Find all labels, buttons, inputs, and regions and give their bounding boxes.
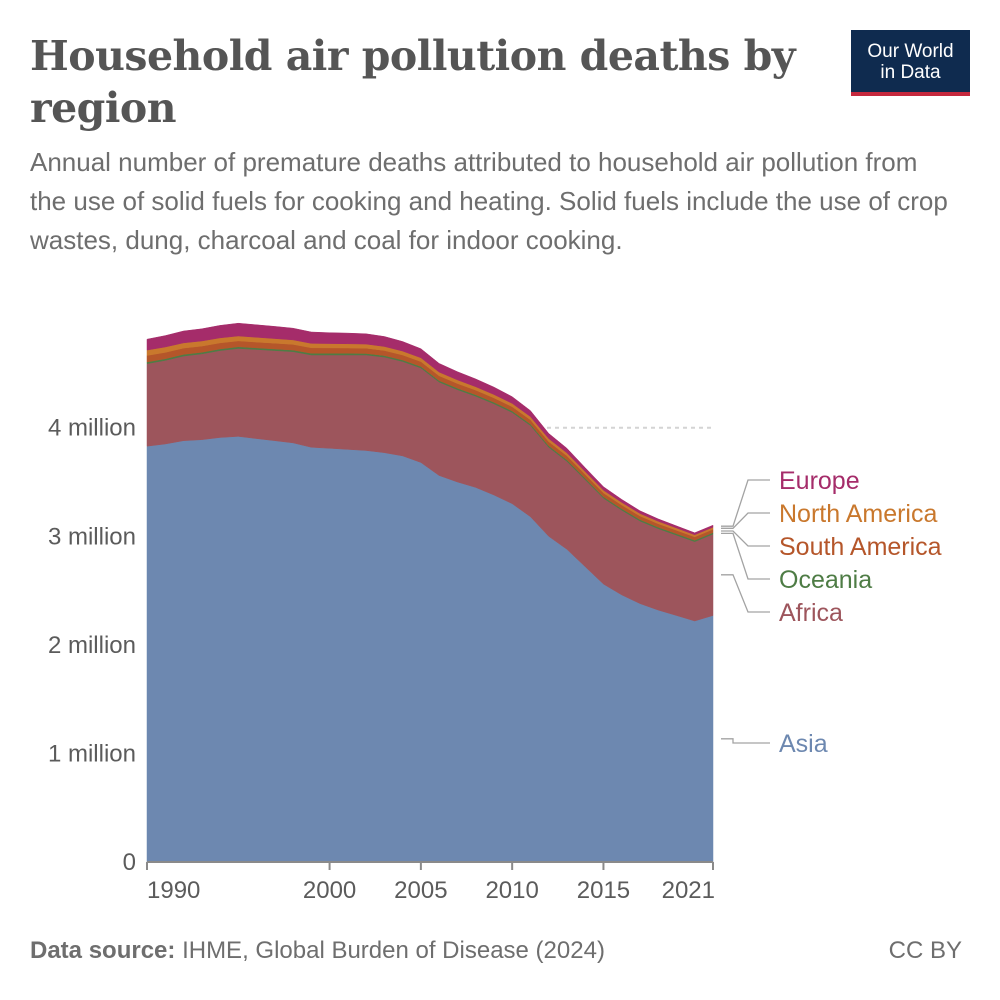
x-tick-label: 2021 <box>662 877 715 904</box>
legend-connector-asia <box>721 738 770 744</box>
source-label: Data source: <box>30 937 176 964</box>
source-text[interactable]: IHME, Global Burden of Disease (2024) <box>182 937 605 964</box>
legend-label-africa[interactable]: Africa <box>779 599 843 627</box>
logo-line-2: in Data <box>880 62 941 83</box>
y-tick-label: 0 <box>123 849 136 876</box>
legend-label-north-america[interactable]: North America <box>779 500 937 528</box>
x-tick-label: 2005 <box>394 877 447 904</box>
legend-layer: Europe North America South America Oceania A… <box>721 467 942 758</box>
legend-connector-south-america <box>721 530 770 547</box>
legend-connector-africa <box>721 574 770 613</box>
legend-label-asia[interactable]: Asia <box>779 730 828 758</box>
logo-line-1: Our World <box>867 41 954 62</box>
legend-label-south-america[interactable]: South America <box>779 533 942 561</box>
x-tick-label: 2015 <box>577 877 630 904</box>
x-tick-label: 1990 <box>147 877 200 904</box>
y-tick-label: 2 million <box>48 632 136 659</box>
license-link[interactable]: CC BY <box>888 937 962 964</box>
legend-connector-oceania <box>721 532 770 580</box>
owid-logo[interactable]: Our World in Data <box>851 30 970 96</box>
legend-connector-north-america <box>721 512 770 529</box>
chart-subtitle: Annual number of premature deaths attrib… <box>30 147 948 255</box>
area-asia[interactable] <box>146 436 714 863</box>
chart-title: Household air pollution deaths by region <box>30 32 796 132</box>
legend-connector-europe <box>721 479 770 527</box>
legend-label-europe[interactable]: Europe <box>779 467 860 495</box>
x-tick-label: 2010 <box>485 877 538 904</box>
area-europe[interactable] <box>146 322 714 536</box>
x-tick-label: 2000 <box>303 877 356 904</box>
footer-source: Data source: IHME, Global Burden of Dise… <box>30 937 605 965</box>
y-tick-label: 1 million <box>48 740 136 767</box>
y-tick-label: 4 million <box>48 415 136 442</box>
y-tick-label: 3 million <box>48 523 136 550</box>
legend-label-oceania[interactable]: Oceania <box>779 566 872 594</box>
axis-layer: 0 1 million 2 million 3 million 4 million 199… <box>48 415 715 904</box>
area-layer <box>146 322 714 863</box>
